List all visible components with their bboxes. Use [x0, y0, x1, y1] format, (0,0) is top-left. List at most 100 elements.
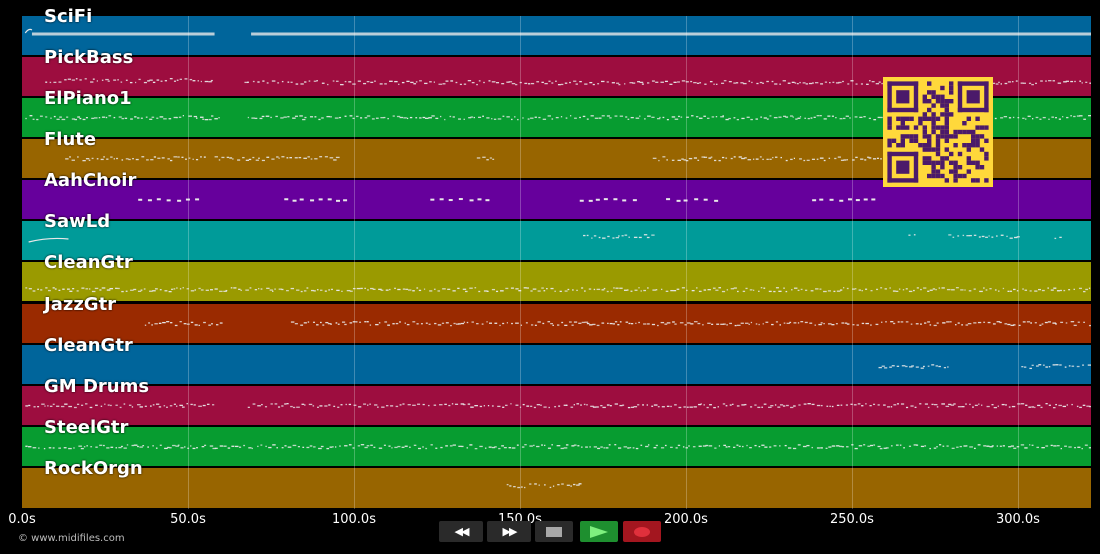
note	[598, 117, 602, 119]
note	[549, 486, 552, 488]
note	[1077, 321, 1080, 323]
note	[138, 199, 143, 202]
note	[458, 198, 463, 201]
track-lane[interactable]	[22, 16, 1091, 56]
note	[890, 405, 893, 408]
note	[913, 234, 916, 236]
note	[467, 403, 471, 405]
note	[88, 159, 91, 162]
fast-forward-button[interactable]: ▶▶	[487, 521, 531, 542]
note	[962, 235, 965, 237]
note	[721, 157, 725, 159]
qr-module	[949, 99, 954, 104]
note	[580, 446, 583, 448]
note	[612, 322, 616, 325]
note	[876, 289, 879, 291]
track-lane[interactable]	[22, 344, 1091, 385]
note	[364, 288, 367, 290]
note	[168, 118, 172, 120]
qr-module	[927, 138, 932, 143]
note	[905, 365, 908, 367]
note	[738, 445, 741, 447]
note	[660, 81, 664, 83]
note	[294, 157, 298, 159]
note	[391, 446, 393, 449]
rewind-button[interactable]: ◀◀	[439, 521, 483, 542]
note	[245, 159, 250, 162]
note	[134, 116, 137, 118]
track-lane[interactable]	[22, 467, 1091, 509]
track-lane[interactable]	[22, 221, 1091, 262]
note	[823, 160, 826, 162]
note	[566, 404, 568, 406]
note	[1031, 364, 1034, 366]
track-lane[interactable]	[22, 303, 1091, 344]
qr-module	[891, 138, 897, 143]
note	[491, 405, 494, 407]
note	[742, 291, 746, 293]
note	[978, 403, 980, 405]
note	[352, 117, 355, 120]
note	[855, 199, 860, 202]
note	[865, 402, 867, 405]
time-tick-label: 250.0s	[829, 512, 874, 527]
note	[622, 404, 625, 406]
note	[683, 159, 687, 161]
note	[1013, 323, 1016, 326]
note	[996, 445, 999, 447]
note	[736, 324, 741, 326]
note	[659, 117, 661, 119]
note	[166, 199, 171, 202]
note	[68, 405, 72, 407]
qr-module	[922, 129, 927, 135]
note	[100, 405, 103, 407]
note	[568, 320, 572, 323]
note	[468, 117, 472, 119]
note	[754, 444, 757, 447]
note	[960, 289, 964, 292]
note	[110, 156, 113, 158]
note	[364, 320, 367, 322]
note	[200, 80, 202, 83]
record-button[interactable]	[623, 521, 661, 542]
note	[182, 406, 185, 408]
note	[1060, 290, 1062, 292]
note	[736, 119, 739, 121]
note	[25, 445, 28, 447]
note	[310, 158, 313, 160]
qr-code-icon	[887, 81, 989, 183]
note	[802, 445, 807, 447]
note	[245, 289, 249, 292]
note	[125, 79, 128, 82]
track-lane[interactable]	[22, 385, 1091, 426]
note	[560, 116, 563, 118]
note	[198, 288, 201, 290]
note	[957, 321, 960, 324]
note	[755, 158, 759, 161]
note	[762, 82, 764, 85]
note	[1011, 405, 1016, 407]
note	[677, 115, 680, 118]
note	[1083, 118, 1086, 121]
note	[360, 288, 363, 290]
play-button[interactable]	[580, 521, 618, 542]
note	[45, 81, 48, 83]
note	[157, 157, 161, 160]
note	[983, 321, 986, 323]
qr-module	[887, 151, 919, 157]
qr-module	[896, 116, 901, 121]
note	[257, 288, 260, 290]
note	[510, 287, 514, 290]
stop-button[interactable]	[535, 521, 573, 542]
qr-module	[975, 116, 980, 121]
note	[790, 406, 794, 408]
qr-module	[966, 160, 971, 165]
note	[1079, 406, 1082, 408]
track-lane[interactable]	[22, 262, 1091, 303]
note	[820, 83, 824, 85]
note	[693, 157, 697, 159]
qr-module	[931, 90, 936, 95]
qr-module	[913, 81, 919, 113]
track-lane[interactable]	[22, 426, 1091, 467]
note	[1076, 405, 1079, 407]
